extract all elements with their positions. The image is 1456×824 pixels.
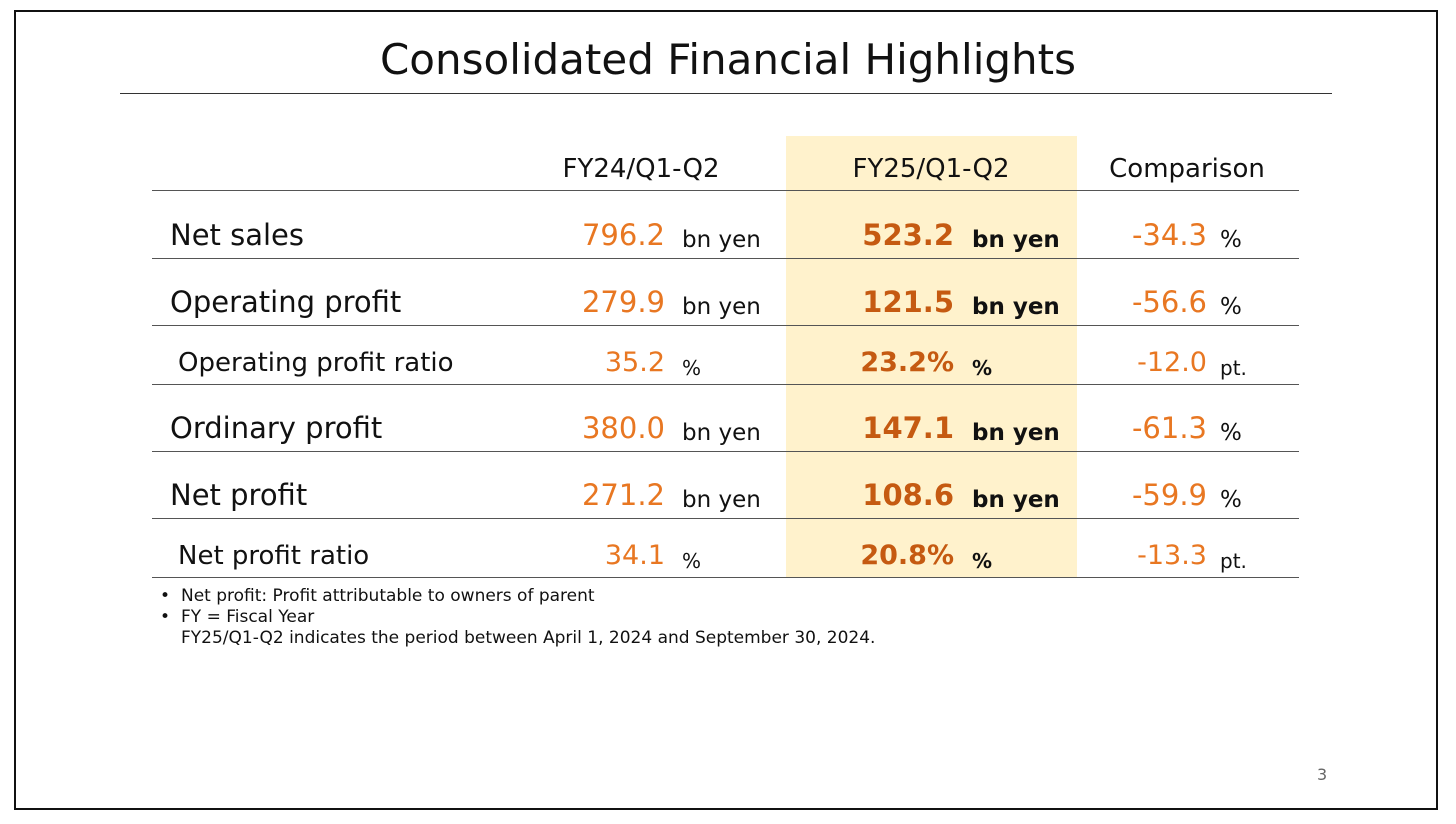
column-header-prev: FY24/Q1-Q2 [562, 154, 720, 184]
row-label: Operating profit [170, 285, 402, 319]
comparison-value: -59.9 [1131, 478, 1207, 512]
table-rule [152, 451, 1299, 452]
prev-unit: % [682, 549, 702, 573]
prev-unit: % [682, 356, 702, 380]
table-rule [152, 577, 1299, 578]
row-label: Operating profit ratio [178, 348, 454, 378]
row-label: Net sales [170, 218, 305, 252]
comparison-value: -13.3 [1137, 540, 1207, 571]
prev-unit: bn yen [682, 420, 761, 446]
footnote-net-profit: Net profit: Profit attributable to owner… [181, 586, 595, 606]
comparison-value: -34.3 [1131, 218, 1207, 252]
prev-value: 34.1 [604, 540, 665, 571]
curr-unit: % [972, 549, 993, 573]
column-header-comparison: Comparison [1109, 154, 1265, 184]
curr-value: 20.8% [860, 540, 954, 571]
table-rule [152, 325, 1299, 326]
comparison-unit: % [1220, 294, 1242, 320]
footnotes: • Net profit: Profit attributable to own… [160, 586, 875, 649]
footnote-period: FY25/Q1-Q2 indicates the period between … [181, 628, 876, 648]
curr-value: 121.5 [862, 285, 954, 319]
curr-unit: bn yen [972, 294, 1060, 320]
comparison-value: -56.6 [1131, 285, 1207, 319]
prev-value: 279.9 [581, 285, 665, 319]
comparison-value: -61.3 [1131, 411, 1207, 445]
table-rule [152, 518, 1299, 519]
footnote-fiscal-year: FY = Fiscal Year [181, 607, 315, 627]
prev-value: 796.2 [581, 218, 665, 252]
row-label: Net profit [170, 478, 308, 512]
prev-unit: bn yen [682, 294, 761, 320]
curr-unit: bn yen [972, 487, 1060, 513]
current-period-highlight [786, 136, 1077, 578]
comparison-unit: % [1220, 227, 1242, 253]
prev-unit: bn yen [682, 487, 761, 513]
prev-value: 35.2 [604, 347, 665, 378]
column-header-curr: FY25/Q1-Q2 [852, 154, 1010, 184]
row-label: Net profit ratio [178, 541, 370, 571]
row-label: Ordinary profit [170, 411, 383, 445]
footnote-item: FY25/Q1-Q2 indicates the period between … [160, 628, 875, 649]
curr-value: 108.6 [862, 478, 954, 512]
comparison-value: -12.0 [1137, 347, 1207, 378]
curr-value: 523.2 [862, 218, 954, 252]
table-rule-header [152, 190, 1299, 191]
comparison-unit: pt. [1220, 356, 1247, 380]
curr-unit: bn yen [972, 227, 1060, 253]
slide-title: Consolidated Financial Highlights [379, 35, 1077, 84]
comparison-unit: % [1220, 420, 1242, 446]
prev-unit: bn yen [682, 227, 761, 253]
comparison-unit: % [1220, 487, 1242, 513]
table-rule [152, 258, 1299, 259]
prev-value: 271.2 [581, 478, 665, 512]
curr-value: 23.2% [860, 347, 954, 378]
prev-value: 380.0 [581, 411, 665, 445]
curr-value: 147.1 [862, 411, 954, 445]
footnote-item: • Net profit: Profit attributable to own… [160, 586, 875, 607]
title-divider [120, 93, 1332, 94]
bullet-icon: • [160, 607, 171, 627]
footnote-item: • FY = Fiscal Year [160, 607, 875, 628]
bullet-icon: • [160, 586, 171, 606]
curr-unit: % [972, 356, 993, 380]
comparison-unit: pt. [1220, 549, 1247, 573]
table-rule [152, 384, 1299, 385]
curr-unit: bn yen [972, 420, 1060, 446]
page-number: 3 [1317, 765, 1328, 784]
slide-frame [14, 10, 1438, 810]
